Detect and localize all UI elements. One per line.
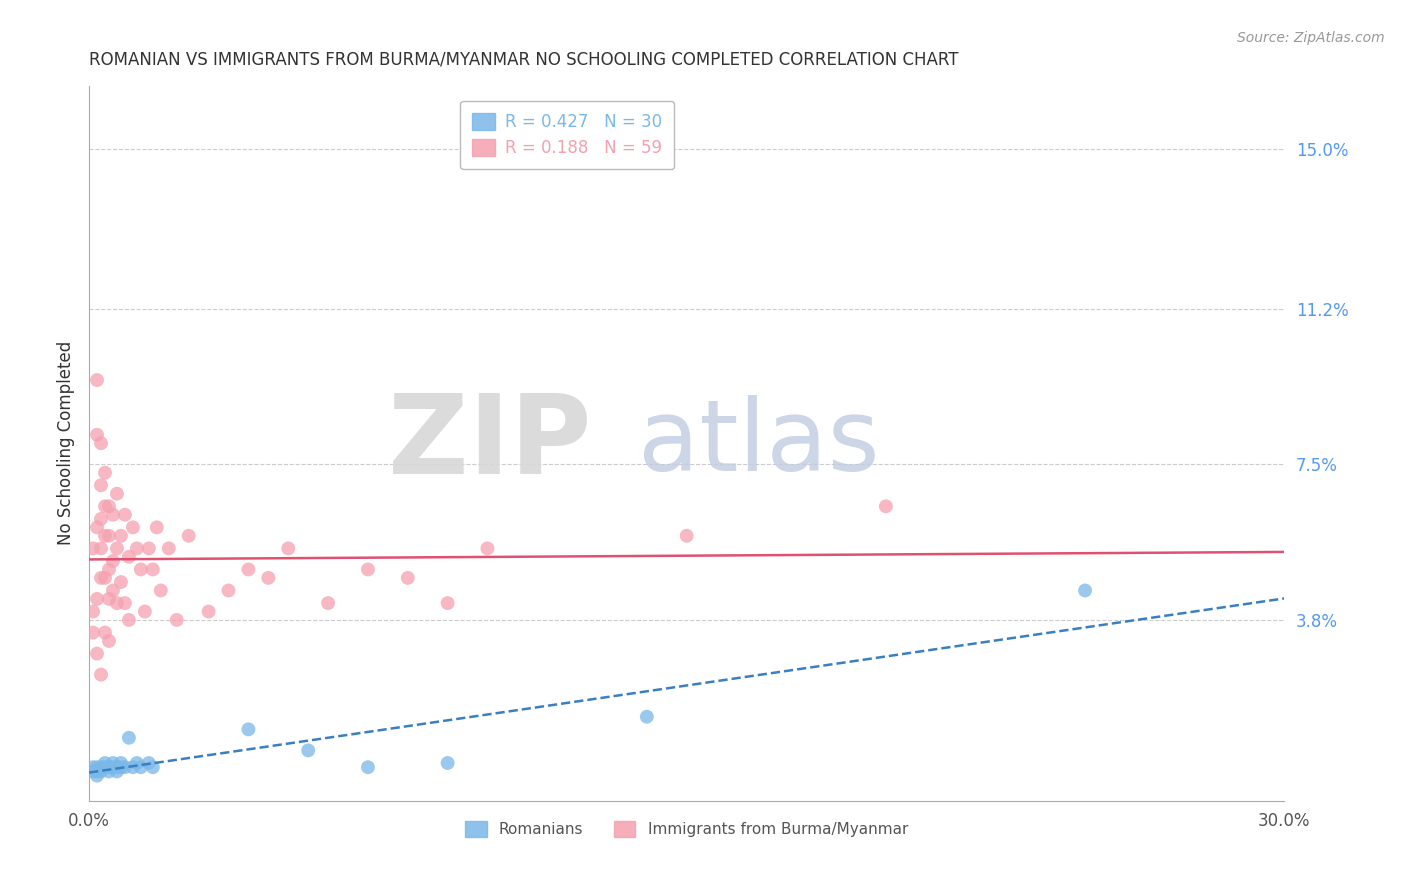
Point: [110, 756, 132, 770]
Point: [114, 596, 136, 610]
Point: [101, 760, 124, 774]
Point: [675, 529, 697, 543]
Text: atlas: atlas: [637, 394, 879, 491]
Point: [90, 760, 112, 774]
Point: [436, 596, 458, 610]
Y-axis label: No Schooling Completed: No Schooling Completed: [58, 341, 75, 545]
Point: [86, 520, 108, 534]
Point: [94, 466, 117, 480]
Point: [98, 591, 121, 606]
Point: [129, 562, 152, 576]
Point: [105, 486, 128, 500]
Point: [105, 596, 128, 610]
Point: [98, 634, 121, 648]
Legend: Romanians, Immigrants from Burma/Myanmar: Romanians, Immigrants from Burma/Myanmar: [460, 815, 914, 843]
Point: [118, 731, 141, 745]
Text: ROMANIAN VS IMMIGRANTS FROM BURMA/MYANMAR NO SCHOOLING COMPLETED CORRELATION CHA: ROMANIAN VS IMMIGRANTS FROM BURMA/MYANMA…: [89, 51, 959, 69]
Point: [86, 373, 108, 387]
Point: [98, 764, 121, 779]
Point: [138, 756, 160, 770]
Point: [94, 529, 117, 543]
Point: [149, 583, 172, 598]
Point: [98, 760, 121, 774]
Point: [122, 520, 145, 534]
Point: [94, 760, 117, 774]
Point: [110, 529, 132, 543]
Point: [82, 625, 104, 640]
Point: [101, 554, 124, 568]
Point: [125, 756, 148, 770]
Point: [142, 562, 165, 576]
Point: [357, 760, 380, 774]
Point: [138, 541, 160, 556]
Point: [105, 760, 128, 774]
Point: [114, 508, 136, 522]
Point: [257, 571, 280, 585]
Text: ZIP: ZIP: [388, 390, 591, 497]
Point: [101, 583, 124, 598]
Point: [98, 529, 121, 543]
Point: [101, 756, 124, 770]
Point: [86, 769, 108, 783]
Point: [146, 520, 169, 534]
Point: [477, 541, 499, 556]
Point: [82, 605, 104, 619]
Point: [125, 541, 148, 556]
Point: [90, 478, 112, 492]
Point: [90, 541, 112, 556]
Point: [82, 764, 104, 779]
Point: [94, 756, 117, 770]
Point: [118, 613, 141, 627]
Point: [86, 591, 108, 606]
Point: [297, 743, 319, 757]
Point: [177, 529, 200, 543]
Point: [86, 760, 108, 774]
Point: [218, 583, 240, 598]
Point: [238, 562, 260, 576]
Point: [105, 764, 128, 779]
Point: [82, 760, 104, 774]
Point: [110, 575, 132, 590]
Point: [238, 723, 260, 737]
Point: [118, 549, 141, 564]
Point: [142, 760, 165, 774]
Point: [82, 541, 104, 556]
Point: [1074, 583, 1097, 598]
Point: [90, 436, 112, 450]
Point: [98, 500, 121, 514]
Point: [86, 427, 108, 442]
Point: [166, 613, 188, 627]
Point: [122, 760, 145, 774]
Point: [90, 512, 112, 526]
Point: [875, 500, 897, 514]
Point: [157, 541, 180, 556]
Point: [90, 764, 112, 779]
Point: [86, 764, 108, 779]
Point: [101, 508, 124, 522]
Point: [94, 500, 117, 514]
Point: [90, 667, 112, 681]
Point: [114, 760, 136, 774]
Point: [197, 605, 219, 619]
Point: [277, 541, 299, 556]
Point: [105, 541, 128, 556]
Point: [396, 571, 419, 585]
Point: [129, 760, 152, 774]
Point: [94, 625, 117, 640]
Point: [316, 596, 339, 610]
Point: [134, 605, 156, 619]
Point: [98, 562, 121, 576]
Point: [90, 571, 112, 585]
Point: [86, 647, 108, 661]
Point: [110, 760, 132, 774]
Point: [94, 571, 117, 585]
Text: Source: ZipAtlas.com: Source: ZipAtlas.com: [1237, 31, 1385, 45]
Point: [436, 756, 458, 770]
Point: [636, 709, 658, 723]
Point: [357, 562, 380, 576]
